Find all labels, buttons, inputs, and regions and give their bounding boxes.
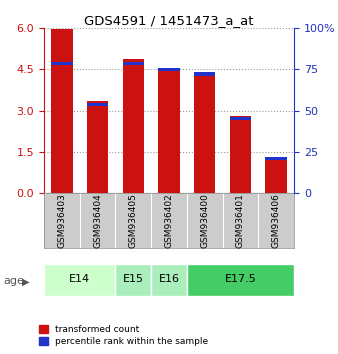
Text: GSM936405: GSM936405 bbox=[129, 193, 138, 248]
Bar bbox=[51, 29, 73, 193]
Text: GSM936403: GSM936403 bbox=[57, 193, 66, 248]
Text: GSM936402: GSM936402 bbox=[165, 193, 173, 248]
Text: GSM936401: GSM936401 bbox=[236, 193, 245, 248]
Text: GSM936406: GSM936406 bbox=[272, 193, 281, 248]
Bar bbox=[194, 72, 215, 75]
Bar bbox=[87, 101, 108, 193]
Text: E17.5: E17.5 bbox=[224, 274, 256, 284]
Text: E14: E14 bbox=[69, 274, 90, 284]
Text: GSM936404: GSM936404 bbox=[93, 193, 102, 248]
Bar bbox=[265, 157, 287, 160]
Text: E16: E16 bbox=[159, 274, 179, 284]
Bar bbox=[123, 62, 144, 65]
Bar bbox=[51, 62, 73, 65]
Bar bbox=[44, 264, 115, 296]
Title: GDS4591 / 1451473_a_at: GDS4591 / 1451473_a_at bbox=[84, 14, 254, 27]
Text: E15: E15 bbox=[123, 274, 144, 284]
Bar bbox=[265, 157, 287, 193]
Bar bbox=[158, 68, 180, 193]
Text: ▶: ▶ bbox=[22, 276, 29, 286]
Bar bbox=[187, 264, 294, 296]
Text: GSM936400: GSM936400 bbox=[200, 193, 209, 248]
Bar bbox=[230, 117, 251, 120]
Text: age: age bbox=[3, 276, 24, 286]
Bar bbox=[158, 68, 180, 71]
Bar bbox=[194, 72, 215, 193]
Bar bbox=[87, 103, 108, 106]
Bar bbox=[151, 264, 187, 296]
Bar bbox=[123, 59, 144, 193]
Legend: transformed count, percentile rank within the sample: transformed count, percentile rank withi… bbox=[35, 321, 212, 349]
Bar bbox=[230, 115, 251, 193]
Bar bbox=[115, 264, 151, 296]
